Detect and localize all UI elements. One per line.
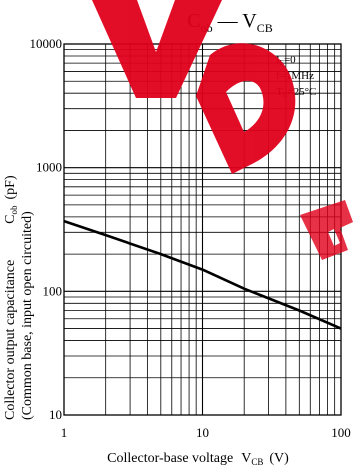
- watermark-letter-shape-1: [92, 0, 222, 98]
- x-tick-label: 10: [196, 425, 209, 440]
- plot-frame: [63, 43, 342, 416]
- y-tick-label: 10: [49, 407, 62, 422]
- y-tick-label: 1000: [36, 160, 62, 175]
- watermark-letter-shape-2: [196, 43, 296, 174]
- y-axis-label-line2: (Common base, input open circuited): [20, 211, 35, 420]
- x-tick-label: 100: [331, 425, 351, 440]
- y-tick-label: 10000: [30, 36, 63, 51]
- series-layer: [63, 219, 342, 330]
- series-line-1: [63, 219, 342, 330]
- x-tick-labels: 1 10 100: [61, 425, 351, 440]
- x-tick-label: 1: [61, 425, 68, 440]
- watermark-letter-shape-3: [300, 200, 353, 260]
- y-axis-label-line1: Collector output capacitanceCob(pF): [3, 175, 19, 420]
- watermark-image: [92, 0, 353, 260]
- y-axis-label: Collector output capacitanceCob(pF) (Com…: [3, 175, 35, 420]
- y-tick-labels: 10 100 1000 10000: [30, 36, 63, 422]
- y-tick-label: 100: [43, 283, 63, 298]
- x-axis-label: Collector-base voltage VCB (V): [107, 451, 289, 467]
